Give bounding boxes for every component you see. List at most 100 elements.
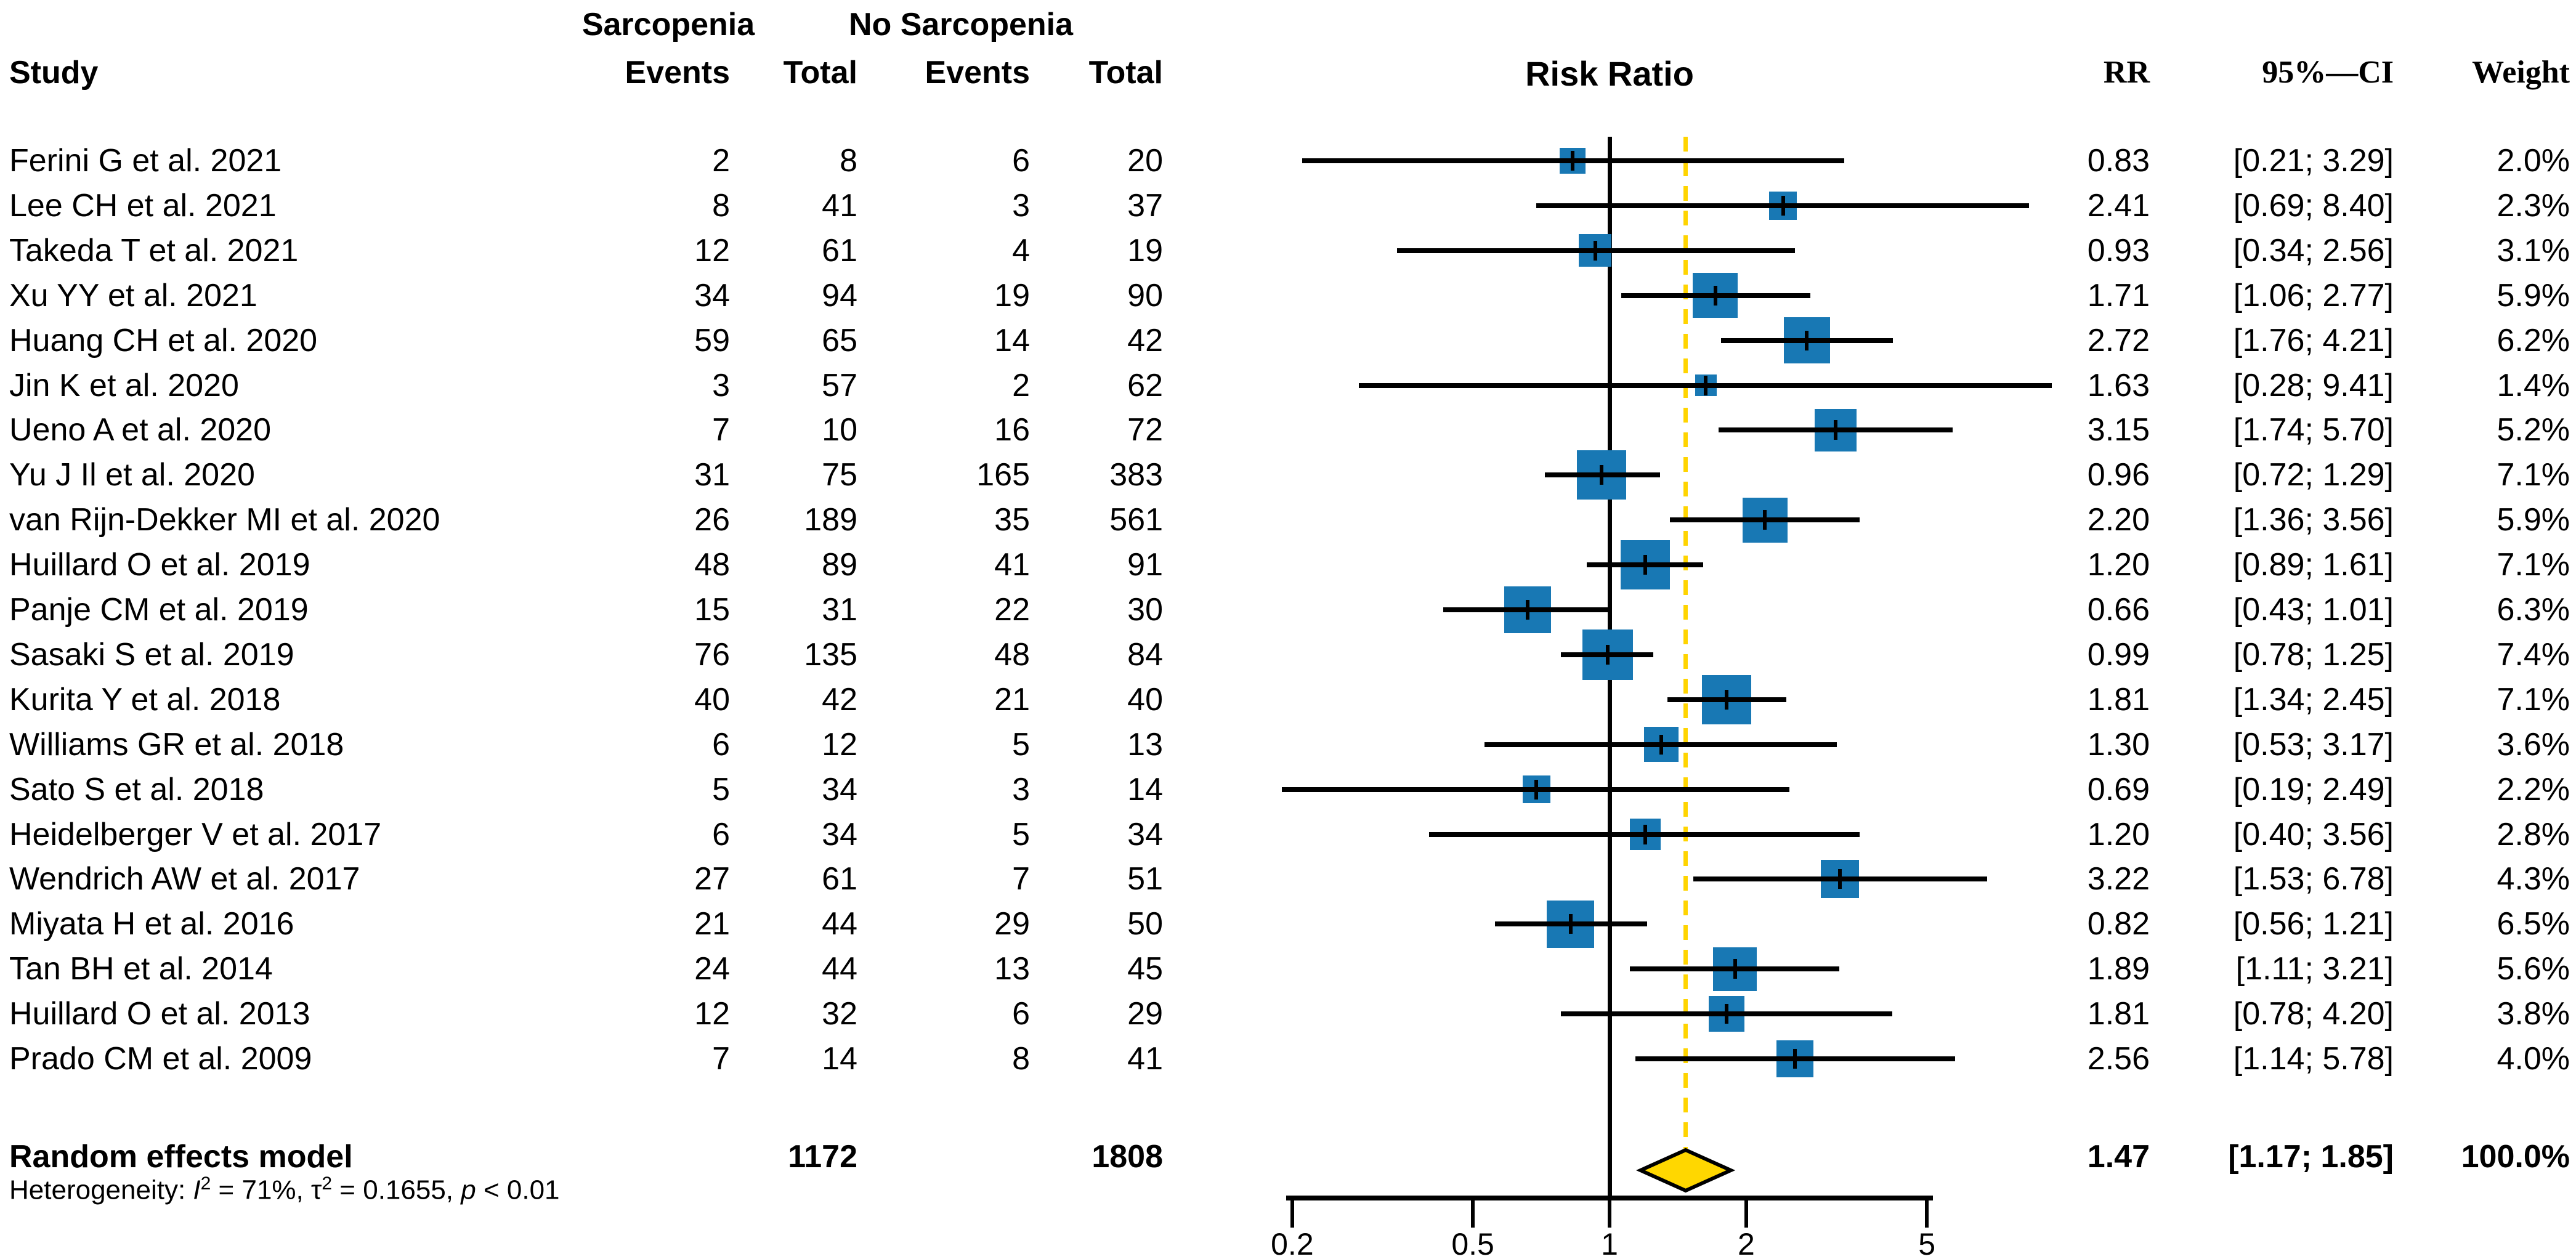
study-events-no-sarcopenia: 7 bbox=[1012, 861, 1030, 897]
study-events-sarcopenia: 21 bbox=[694, 906, 730, 942]
study-events-sarcopenia: 7 bbox=[712, 412, 730, 448]
point-estimate-tick bbox=[1733, 959, 1737, 979]
study-events-sarcopenia: 34 bbox=[694, 277, 730, 314]
study-row-label: Sasaki S et al. 2019 bbox=[9, 636, 294, 673]
study-rr-value: 3.22 bbox=[2087, 861, 2150, 897]
study-total-sarcopenia: 44 bbox=[822, 906, 857, 942]
x-axis-tick bbox=[1608, 1196, 1611, 1228]
study-weight-value: 3.8% bbox=[2497, 996, 2570, 1032]
summary-label: Random effects model bbox=[9, 1139, 353, 1175]
study-row-label: Miyata H et al. 2016 bbox=[9, 906, 294, 942]
study-total-no-sarcopenia: 37 bbox=[1127, 187, 1163, 224]
x-axis-tick-label: 0.5 bbox=[1451, 1227, 1494, 1259]
study-row-label: Takeda T et al. 2021 bbox=[9, 232, 299, 269]
study-row-label: Prado CM et al. 2009 bbox=[9, 1041, 312, 1077]
study-ci-value: [1.06; 2.77] bbox=[2233, 277, 2394, 314]
study-events-sarcopenia: 40 bbox=[694, 681, 730, 718]
study-total-sarcopenia: 57 bbox=[822, 367, 857, 403]
point-estimate-tick bbox=[1724, 1004, 1728, 1024]
study-ci-value: [0.78; 4.20] bbox=[2233, 996, 2394, 1032]
heterogeneity-text-segment: = 0.1655, bbox=[332, 1175, 461, 1205]
study-rr-value: 0.82 bbox=[2087, 906, 2150, 942]
study-row-label: Panje CM et al. 2019 bbox=[9, 592, 309, 628]
study-total-no-sarcopenia: 13 bbox=[1127, 726, 1163, 763]
study-rr-value: 0.66 bbox=[2087, 592, 2150, 628]
point-estimate-tick bbox=[1534, 779, 1539, 800]
point-estimate-tick bbox=[1643, 555, 1648, 575]
study-total-sarcopenia: 135 bbox=[804, 636, 857, 673]
point-estimate-tick bbox=[1724, 689, 1728, 710]
summary-weight-value: 100.0% bbox=[2461, 1139, 2570, 1175]
ci-column-header: 95%—CI bbox=[2262, 55, 2394, 90]
study-events-no-sarcopenia: 3 bbox=[1012, 187, 1030, 224]
pooled-effect-dashed-line bbox=[1683, 137, 1688, 1150]
study-row-label: Wendrich AW et al. 2017 bbox=[9, 861, 360, 897]
study-ci-value: [1.74; 5.70] bbox=[2233, 412, 2394, 448]
study-weight-value: 6.3% bbox=[2497, 592, 2570, 628]
study-row-label: Lee CH et al. 2021 bbox=[9, 187, 277, 224]
study-row-label: Tan BH et al. 2014 bbox=[9, 951, 273, 987]
study-rr-value: 3.15 bbox=[2087, 412, 2150, 448]
study-events-no-sarcopenia: 4 bbox=[1012, 232, 1030, 269]
study-rr-value: 2.20 bbox=[2087, 502, 2150, 538]
point-estimate-tick bbox=[1834, 420, 1838, 440]
study-ci-value: [0.56; 1.21] bbox=[2233, 906, 2394, 942]
point-estimate-tick bbox=[1599, 465, 1603, 485]
study-events-sarcopenia: 12 bbox=[694, 232, 730, 269]
study-weight-value: 7.1% bbox=[2497, 547, 2570, 583]
weight-column-header: Weight bbox=[2472, 55, 2570, 90]
study-row-label: Yu J Il et al. 2020 bbox=[9, 457, 255, 493]
study-rr-value: 2.41 bbox=[2087, 187, 2150, 224]
study-rr-value: 1.81 bbox=[2087, 996, 2150, 1032]
study-weight-value: 5.9% bbox=[2497, 502, 2570, 538]
study-total-sarcopenia: 12 bbox=[822, 726, 857, 763]
heterogeneity-text-segment: I bbox=[193, 1175, 201, 1205]
study-total-no-sarcopenia: 62 bbox=[1127, 367, 1163, 403]
study-weight-value: 6.5% bbox=[2497, 906, 2570, 942]
heterogeneity-text-segment: = 71%, bbox=[211, 1175, 311, 1205]
study-total-sarcopenia: 42 bbox=[822, 681, 857, 718]
study-rr-value: 2.56 bbox=[2087, 1041, 2150, 1077]
study-events-no-sarcopenia: 41 bbox=[994, 547, 1030, 583]
study-total-no-sarcopenia: 42 bbox=[1127, 322, 1163, 358]
study-rr-value: 1.20 bbox=[2087, 547, 2150, 583]
point-estimate-tick bbox=[1704, 375, 1708, 395]
heterogeneity-text-segment: p bbox=[461, 1175, 476, 1205]
summary-total-no-sarcopenia: 1808 bbox=[1092, 1139, 1163, 1175]
study-events-sarcopenia: 24 bbox=[694, 951, 730, 987]
study-events-no-sarcopenia: 48 bbox=[994, 636, 1030, 673]
study-ci-value: [1.11; 3.21] bbox=[2235, 951, 2394, 987]
heterogeneity-text-segment: 2 bbox=[200, 1173, 211, 1194]
x-axis-tick-label: 0.2 bbox=[1271, 1227, 1314, 1259]
study-events-sarcopenia: 26 bbox=[694, 502, 730, 538]
events-column-header-sarcopenia: Events bbox=[625, 55, 730, 91]
study-ci-value: [1.34; 2.45] bbox=[2233, 681, 2394, 718]
point-estimate-tick bbox=[1838, 869, 1842, 889]
study-row-label: Sato S et al. 2018 bbox=[9, 771, 264, 808]
study-total-sarcopenia: 10 bbox=[822, 412, 857, 448]
point-estimate-tick bbox=[1792, 1049, 1797, 1069]
study-total-no-sarcopenia: 30 bbox=[1127, 592, 1163, 628]
study-events-sarcopenia: 76 bbox=[694, 636, 730, 673]
study-weight-value: 2.2% bbox=[2497, 771, 2570, 808]
point-estimate-tick bbox=[1713, 285, 1717, 306]
study-row-label: Ueno A et al. 2020 bbox=[9, 412, 272, 448]
study-row-label: Kurita Y et al. 2018 bbox=[9, 681, 281, 718]
study-rr-value: 2.72 bbox=[2087, 322, 2150, 358]
study-total-sarcopenia: 75 bbox=[822, 457, 857, 493]
point-estimate-tick bbox=[1805, 330, 1809, 350]
total-column-header-no-sarcopenia: Total bbox=[1088, 55, 1163, 91]
heterogeneity-text-segment: < 0.01 bbox=[476, 1175, 560, 1205]
study-events-no-sarcopenia: 16 bbox=[994, 412, 1030, 448]
study-events-no-sarcopenia: 5 bbox=[1012, 816, 1030, 852]
study-weight-value: 1.4% bbox=[2497, 367, 2570, 403]
study-weight-value: 7.1% bbox=[2497, 457, 2570, 493]
study-total-sarcopenia: 89 bbox=[822, 547, 857, 583]
point-estimate-tick bbox=[1659, 734, 1663, 755]
study-ci-value: [0.40; 3.56] bbox=[2233, 816, 2394, 852]
study-events-no-sarcopenia: 6 bbox=[1012, 996, 1030, 1032]
study-total-sarcopenia: 8 bbox=[840, 143, 857, 179]
study-row-label: Huang CH et al. 2020 bbox=[9, 322, 318, 358]
total-column-header-sarcopenia: Total bbox=[783, 55, 857, 91]
events-column-header-no-sarcopenia: Events bbox=[925, 55, 1030, 91]
